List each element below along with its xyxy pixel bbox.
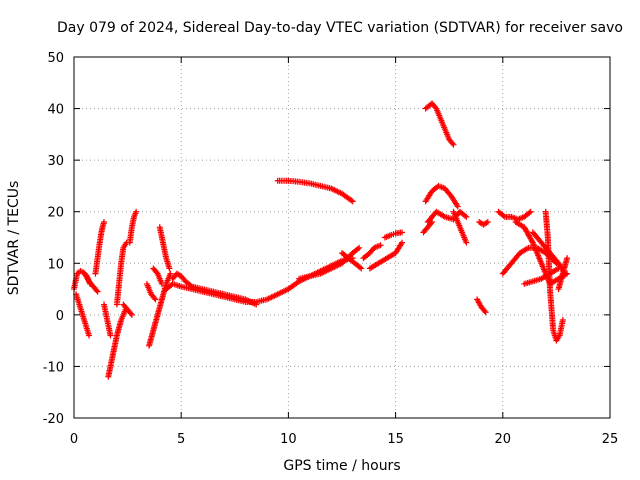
data-point <box>253 301 260 308</box>
data-point <box>463 213 470 220</box>
data-point <box>166 265 173 272</box>
data-point-fill <box>427 220 434 227</box>
series-t9 <box>126 208 140 246</box>
data-point-fill <box>354 245 361 252</box>
series-t19 <box>360 242 384 262</box>
x-tick-label: 15 <box>387 432 404 447</box>
y-tick-label: 0 <box>56 309 64 324</box>
data-point <box>128 311 135 318</box>
series-t3 <box>81 270 101 295</box>
data-point <box>450 141 457 148</box>
data-point <box>167 270 174 277</box>
series-t25 <box>420 219 436 236</box>
series-t2 <box>73 291 93 339</box>
x-tick-label: 0 <box>70 432 78 447</box>
data-point <box>463 239 470 246</box>
x-tick-label: 10 <box>280 432 297 447</box>
data-point <box>107 332 114 339</box>
y-tick-label: -20 <box>43 412 64 427</box>
series-t34 <box>542 208 566 344</box>
series-t15 <box>169 270 260 308</box>
data-marks <box>71 100 571 380</box>
y-tick-label: -10 <box>43 360 64 375</box>
series-t13 <box>156 224 173 272</box>
series-t16 <box>274 177 356 205</box>
y-tick-label: 30 <box>47 154 64 169</box>
y-tick-label: 10 <box>47 257 64 272</box>
series-t4 <box>92 219 108 277</box>
chart-title: Day 079 of 2024, Sidereal Day-to-day VTE… <box>57 20 623 36</box>
series-t5 <box>101 301 114 339</box>
series-t27 <box>474 296 489 316</box>
series-t21 <box>381 229 406 241</box>
data-point <box>358 265 365 272</box>
series-t26 <box>450 208 470 246</box>
series-t6 <box>105 306 129 380</box>
data-point <box>454 203 461 210</box>
series-t18 <box>339 249 365 272</box>
data-point-fill <box>151 295 158 302</box>
data-point-fill <box>357 264 364 271</box>
data-point <box>377 242 384 249</box>
data-point <box>555 265 562 272</box>
data-point <box>356 244 363 251</box>
data-point <box>564 255 571 262</box>
data-point <box>152 296 159 303</box>
x-tick-label: 20 <box>495 432 512 447</box>
data-point <box>133 208 140 215</box>
data-point-fill <box>481 307 488 314</box>
data-point <box>158 280 165 287</box>
series-t28 <box>476 219 491 228</box>
data-point <box>482 309 489 316</box>
y-tick-label: 50 <box>47 51 64 66</box>
data-point <box>101 219 108 226</box>
series-t10 <box>143 280 159 303</box>
plot-frame <box>73 56 611 419</box>
data-point <box>527 208 534 215</box>
y-tick-label: 20 <box>47 206 64 221</box>
x-axis-label: GPS time / hours <box>283 458 400 474</box>
series-t33 <box>521 265 562 287</box>
data-point-fill <box>500 212 507 219</box>
series-t8 <box>120 301 135 318</box>
series-t20 <box>366 239 406 272</box>
data-point <box>484 219 491 226</box>
series-t29 <box>495 208 534 223</box>
series-t35 <box>555 255 571 293</box>
data-point <box>349 198 356 205</box>
y-tick-label: 40 <box>47 103 64 118</box>
data-point-fill <box>93 287 100 294</box>
data-point <box>86 332 93 339</box>
data-point-fill <box>449 140 456 147</box>
x-tick-label: 25 <box>602 432 619 447</box>
series-t11 <box>146 270 174 349</box>
series-t7 <box>113 239 130 308</box>
data-point-fill <box>526 209 533 216</box>
data-point <box>399 239 406 246</box>
series-t22 <box>422 100 457 148</box>
data-point <box>559 317 566 324</box>
data-point-fill <box>348 197 355 204</box>
data-point <box>94 288 101 295</box>
y-axis-label: SDTVAR / TECUs <box>6 181 22 296</box>
series-t14 <box>163 255 356 305</box>
data-point <box>399 229 406 236</box>
data-point <box>429 219 436 226</box>
data-point-fill <box>432 104 439 111</box>
data-point-fill <box>127 310 134 317</box>
series-t23 <box>422 182 461 210</box>
series-t12 <box>150 265 165 287</box>
axis-ticks: 0 5 10 15 20 25 -20 -10 0 10 20 30 40 50 <box>43 51 619 447</box>
data-point-fill <box>462 212 469 219</box>
data-point-fill <box>153 269 160 276</box>
x-tick-label: 5 <box>177 432 185 447</box>
series-t17 <box>296 244 363 282</box>
data-point-fill <box>187 282 194 289</box>
